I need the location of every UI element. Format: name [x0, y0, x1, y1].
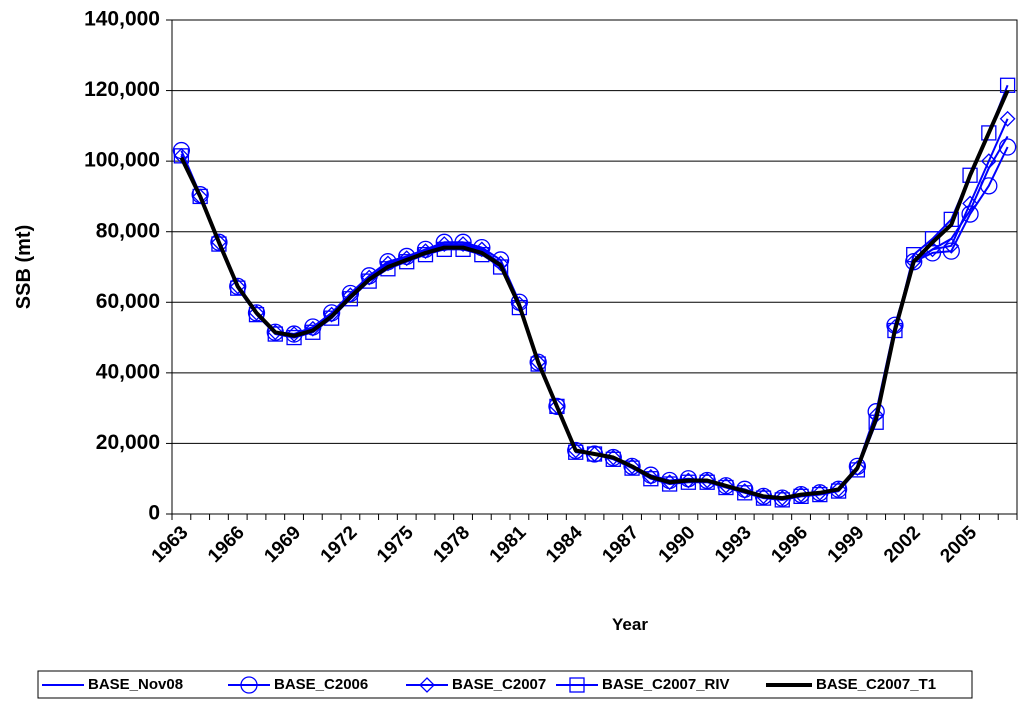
marker [924, 231, 941, 247]
marker [286, 329, 302, 346]
x-tick-label: 1996 [767, 522, 812, 567]
marker [623, 457, 641, 476]
y-tick-label: 80,000 [96, 219, 160, 242]
marker [474, 246, 490, 263]
y-tick-label: 60,000 [96, 290, 160, 313]
marker [247, 304, 266, 322]
y-axis-label: SSB (mt) [13, 225, 35, 309]
marker [419, 677, 435, 693]
marker [323, 310, 340, 326]
y-tick-label: 140,000 [84, 8, 160, 31]
series [172, 138, 1017, 507]
plot-border [171, 19, 1018, 515]
series-line [179, 89, 1010, 501]
marker [962, 167, 978, 183]
y-tick-label: 40,000 [96, 360, 160, 383]
marker [230, 280, 246, 296]
marker [774, 492, 790, 508]
x-tick-label: 1987 [598, 522, 643, 567]
marker [661, 476, 678, 492]
y-tick-label: 20,000 [96, 431, 160, 454]
series-line [180, 84, 1009, 501]
x-tick-label: 1978 [429, 522, 474, 567]
marker [942, 242, 960, 260]
x-tick-label: 1963 [148, 522, 193, 567]
x-tick-label: 1993 [711, 522, 756, 567]
marker [248, 306, 265, 323]
marker [998, 138, 1017, 156]
marker [980, 177, 998, 195]
marker [849, 460, 866, 477]
legend-box [37, 670, 973, 699]
marker [211, 236, 227, 252]
marker [999, 110, 1016, 127]
marker [962, 195, 978, 212]
y-tick-label: 120,000 [84, 78, 160, 101]
x-tick-label: 1999 [824, 522, 869, 567]
marker [680, 472, 697, 489]
legend-label: BASE_C2007 [452, 676, 546, 693]
series-line [180, 118, 1009, 500]
x-tick-label: 1984 [542, 522, 587, 567]
marker [248, 304, 265, 321]
marker [980, 153, 997, 170]
x-tick-label: 2002 [880, 522, 925, 567]
legend-label: BASE_C2006 [274, 676, 368, 693]
marker [529, 353, 547, 371]
y-tick-label: 100,000 [84, 149, 160, 172]
marker [548, 397, 566, 416]
marker [981, 125, 997, 141]
legend-label: BASE_C2007_RIV [602, 676, 730, 693]
marker [530, 354, 547, 371]
legend-label: BASE_Nov08 [88, 676, 183, 693]
y-tick-label: 0 [148, 502, 160, 525]
marker [943, 237, 960, 254]
x-tick-label: 1966 [204, 522, 249, 567]
marker [286, 326, 302, 342]
x-tick-label: 1981 [486, 522, 531, 567]
marker [342, 291, 359, 307]
x-tick-label: 1969 [260, 522, 305, 567]
marker [549, 398, 565, 415]
marker [380, 261, 396, 277]
marker [569, 677, 585, 693]
marker [361, 273, 377, 289]
x-axis-label: Year [612, 615, 648, 634]
x-tick-label: 1972 [317, 522, 362, 567]
marker [229, 278, 246, 295]
marker [699, 472, 716, 489]
marker [240, 676, 258, 694]
legend-label: BASE_C2007_T1 [816, 676, 936, 693]
x-tick-label: 1990 [655, 522, 700, 567]
marker [398, 250, 415, 267]
marker [961, 205, 979, 223]
marker [492, 259, 509, 275]
series [173, 110, 1016, 507]
marker [511, 299, 528, 316]
x-tick-label: 2005 [936, 522, 981, 567]
marker [567, 442, 584, 459]
marker [192, 188, 208, 205]
marker [417, 243, 434, 260]
marker [211, 234, 227, 251]
marker [173, 148, 190, 164]
marker [229, 277, 247, 296]
series [179, 89, 1010, 501]
series [173, 77, 1016, 508]
marker [210, 233, 228, 251]
x-tick-label: 1975 [373, 522, 418, 567]
